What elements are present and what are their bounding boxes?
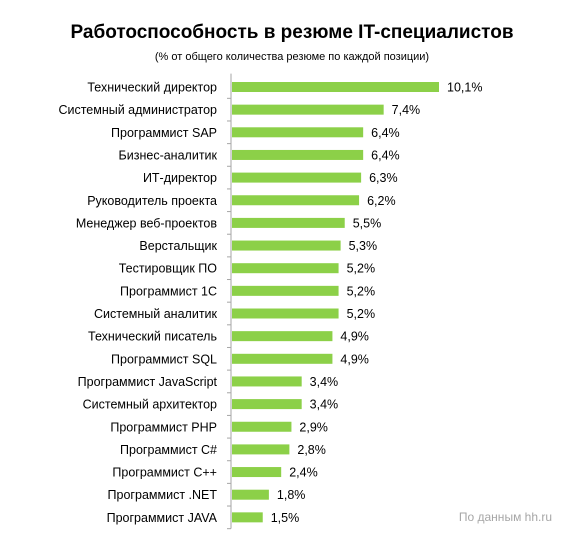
value-label: 6,4% [371,148,400,162]
chart-subtitle: (% от общего количества резюме по каждой… [154,51,430,63]
value-label: 5,2% [347,307,376,321]
category-label: Программист 1С [120,284,217,298]
bar [232,467,282,478]
category-label: Системный архитектор [83,398,217,412]
value-label: 1,8% [277,488,306,502]
value-label: 3,4% [310,398,339,412]
bar [232,82,439,92]
bar [232,240,341,251]
bar [232,172,362,183]
category-label: ИТ-директор [143,171,217,185]
bar [232,376,302,387]
category-label: Верстальщик [139,239,217,253]
bar [232,149,364,160]
category-label: Технический директор [87,81,217,95]
bar [232,195,360,206]
category-label: Программист PHP [110,420,217,434]
bar [232,331,333,342]
category-label: Системный аналитик [94,307,218,321]
category-label: Системный администратор [58,103,217,117]
bar [232,308,339,319]
category-label: Программист JavaScript [78,375,218,389]
value-label: 2,8% [297,443,326,457]
value-label: 6,3% [369,171,398,185]
category-label: Программист SAP [111,126,217,140]
value-label: 5,5% [353,216,382,230]
category-label: Программист JAVA [107,511,218,525]
value-label: 5,2% [347,284,376,298]
bar [232,127,364,138]
category-label: Руководитель проекта [87,194,217,208]
value-label: 2,4% [289,466,318,480]
bar [232,512,263,523]
category-label: Программист C# [120,443,217,457]
value-label: 5,2% [347,262,376,276]
value-label: 5,3% [349,239,378,253]
bar [232,285,339,296]
chart-title: Работоспособность в резюме IT-специалист… [70,22,514,43]
value-label: 4,9% [340,330,369,344]
value-label: 6,2% [367,194,396,208]
bar [232,444,290,455]
bar [232,263,339,274]
category-label: Программист .NET [108,488,218,502]
value-label: 10,1% [447,81,482,95]
bar [232,217,345,228]
bars-layer: Технический директор 10,1% Системный админ… [58,81,482,530]
value-label: 4,9% [340,352,369,366]
bar [232,353,333,364]
value-label: 2,9% [299,420,328,434]
value-label: 3,4% [310,375,339,389]
value-label: 7,4% [392,103,421,117]
category-label: Технический писатель [88,330,217,344]
category-label: Менеджер веб-проектов [76,216,218,230]
bar [232,489,269,500]
value-label: 6,4% [371,126,400,140]
category-label: Программист C++ [112,466,217,480]
category-label: Программист SQL [111,352,217,366]
bar [232,399,302,410]
bar [232,421,292,432]
bar [232,104,384,115]
value-label: 1,5% [271,511,300,525]
category-label: Бизнес-аналитик [119,148,218,162]
category-label: Тестировщик ПО [119,262,218,276]
source-note: По данным hh.ru [458,510,552,524]
